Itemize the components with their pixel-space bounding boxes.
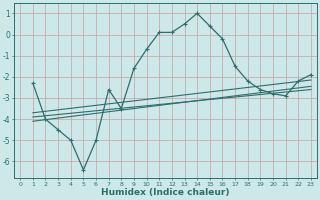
X-axis label: Humidex (Indice chaleur): Humidex (Indice chaleur)	[101, 188, 230, 197]
